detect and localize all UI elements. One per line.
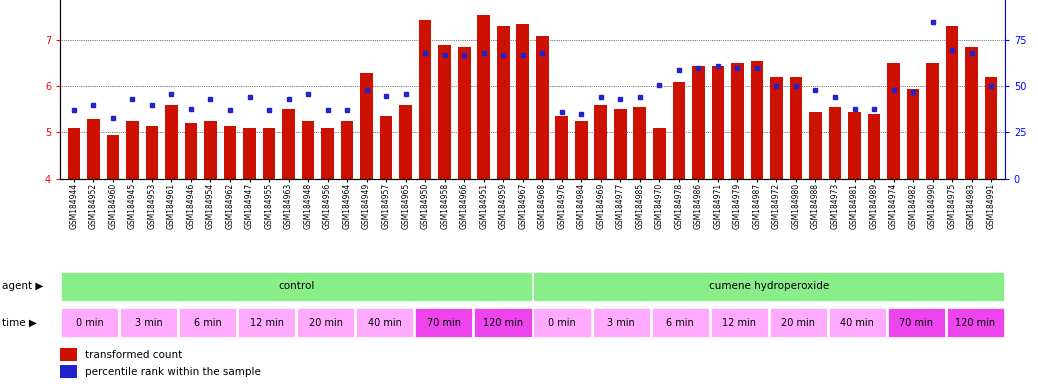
Bar (692, 66, 705, 179)
Text: percentile rank within the sample: percentile rank within the sample (85, 367, 261, 377)
Bar (126, 121, 139, 179)
Text: 0 min: 0 min (548, 318, 576, 328)
Bar (770, 77, 783, 179)
Bar (438, 45, 452, 179)
Bar (536, 36, 549, 179)
Bar (239, 308, 296, 337)
Text: 70 min: 70 min (899, 318, 933, 328)
Bar (534, 271, 1004, 301)
Text: time ▶: time ▶ (2, 318, 37, 328)
Bar (180, 308, 237, 337)
Bar (633, 107, 647, 179)
Bar (769, 308, 826, 337)
Text: 12 min: 12 min (722, 318, 756, 328)
Bar (868, 114, 880, 179)
Bar (263, 128, 275, 179)
Bar (380, 116, 392, 179)
Bar (474, 308, 531, 337)
Text: 12 min: 12 min (250, 318, 283, 328)
Bar (360, 73, 373, 179)
Bar (243, 128, 255, 179)
Bar (165, 105, 177, 179)
Bar (223, 126, 237, 179)
Bar (185, 123, 197, 179)
Bar (575, 121, 588, 179)
Bar (297, 308, 354, 337)
Bar (712, 66, 725, 179)
Text: 70 min: 70 min (427, 318, 461, 328)
Text: cumene hydroperoxide: cumene hydroperoxide (709, 281, 828, 291)
Bar (302, 121, 315, 179)
Text: control: control (278, 281, 315, 291)
Bar (965, 47, 978, 179)
Text: 40 min: 40 min (367, 318, 402, 328)
Bar (711, 308, 768, 337)
Bar (946, 26, 958, 179)
Bar (555, 116, 568, 179)
Bar (107, 135, 119, 179)
Bar (652, 308, 709, 337)
Bar (516, 24, 529, 179)
Bar (458, 47, 470, 179)
Bar (907, 89, 920, 179)
Text: transformed count: transformed count (85, 349, 182, 359)
Bar (887, 63, 900, 179)
Bar (67, 128, 80, 179)
Bar (848, 112, 861, 179)
Bar (340, 121, 353, 179)
Bar (497, 26, 510, 179)
Text: 20 min: 20 min (309, 318, 343, 328)
Bar (60, 348, 77, 361)
Bar (595, 105, 607, 179)
Bar (61, 308, 118, 337)
Bar (985, 77, 998, 179)
Bar (653, 128, 665, 179)
Bar (204, 121, 217, 179)
Bar (673, 82, 685, 179)
Bar (731, 63, 744, 179)
Bar (534, 308, 591, 337)
Bar (477, 15, 490, 179)
Bar (790, 77, 802, 179)
Text: 6 min: 6 min (666, 318, 694, 328)
Text: 20 min: 20 min (782, 318, 815, 328)
Bar (947, 308, 1004, 337)
Bar (828, 107, 842, 179)
Bar (750, 61, 763, 179)
Text: 120 min: 120 min (955, 318, 995, 328)
Bar (356, 308, 413, 337)
Bar (828, 308, 885, 337)
Bar (418, 20, 432, 179)
Text: 0 min: 0 min (76, 318, 104, 328)
Bar (321, 128, 334, 179)
Bar (810, 112, 822, 179)
Bar (282, 109, 295, 179)
Text: agent ▶: agent ▶ (2, 281, 44, 291)
Bar (593, 308, 650, 337)
Bar (415, 308, 472, 337)
Bar (400, 105, 412, 179)
Bar (613, 109, 627, 179)
Bar (145, 126, 158, 179)
Bar (887, 308, 945, 337)
Bar (60, 365, 77, 379)
Text: 40 min: 40 min (840, 318, 874, 328)
Bar (61, 271, 531, 301)
Text: 120 min: 120 min (483, 318, 523, 328)
Bar (926, 63, 939, 179)
Bar (120, 308, 177, 337)
Text: 3 min: 3 min (135, 318, 163, 328)
Text: 6 min: 6 min (194, 318, 222, 328)
Text: 3 min: 3 min (607, 318, 635, 328)
Bar (87, 119, 100, 179)
